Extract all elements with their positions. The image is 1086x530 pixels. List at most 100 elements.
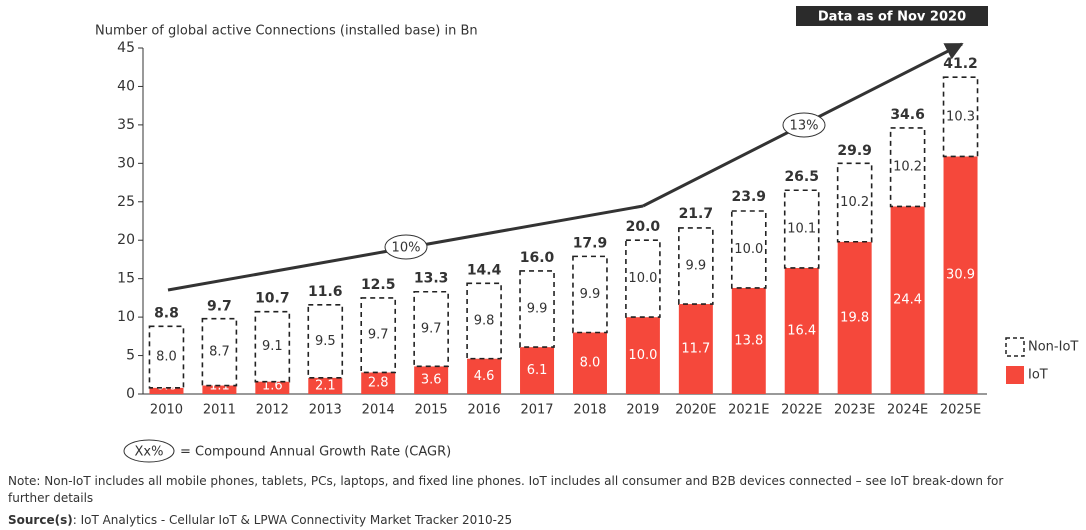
iot-label-bg	[310, 377, 341, 394]
total-label: 23.9	[732, 189, 767, 205]
x-tick-label: 2011	[203, 403, 236, 418]
non-iot-label-bg	[786, 220, 817, 239]
y-tick-label: 45	[117, 40, 135, 56]
iot-bar	[414, 366, 449, 394]
non-iot-label-bg	[257, 337, 288, 356]
non-iot-label-bg	[680, 256, 711, 275]
non-iot-label-bg	[469, 311, 500, 330]
legend-swatch	[1006, 366, 1024, 384]
legend-label: Non-IoT	[1028, 340, 1078, 355]
non-iot-label-bg	[363, 326, 394, 345]
non-iot-label: 10.1	[787, 222, 816, 237]
source-label: Source(s)	[8, 513, 73, 527]
y-tick-label: 20	[117, 232, 135, 248]
x-tick-label: 2014	[362, 403, 395, 418]
x-tick-label: 2017	[520, 403, 553, 418]
non-iot-label: 8.7	[209, 345, 230, 360]
total-label: 9.7	[207, 298, 232, 314]
x-tick-label: 2019	[626, 403, 659, 418]
non-iot-label-bg	[151, 348, 182, 367]
non-iot-label: 9.7	[368, 328, 389, 343]
non-iot-label: 9.9	[527, 302, 548, 317]
x-tick-label: 2022E	[781, 403, 822, 418]
axis-title: Number of global active Connections (ins…	[95, 24, 478, 39]
non-iot-label: 9.9	[686, 258, 707, 273]
non-iot-label: 9.5	[315, 334, 336, 349]
iot-label: 8.0	[580, 356, 601, 371]
non-iot-label-bg	[945, 107, 976, 126]
cagr-legend-ellipse	[123, 439, 175, 463]
legend-label: IoT	[1028, 368, 1048, 383]
badge: Data as of Nov 2020	[818, 10, 966, 25]
non-iot-label: 10.2	[840, 195, 869, 210]
iot-label: 19.8	[840, 310, 869, 325]
iot-bar	[890, 206, 925, 394]
total-label: 11.6	[308, 284, 343, 300]
iot-label: 24.4	[893, 293, 922, 308]
non-iot-label: 9.7	[421, 322, 442, 337]
total-label: 13.3	[414, 271, 449, 287]
non-iot-label: 10.3	[946, 109, 975, 124]
iot-label: 10.0	[628, 348, 657, 363]
iot-label: 16.4	[787, 323, 816, 338]
x-tick-label: 2012	[256, 403, 289, 418]
cagr-label: 10%	[392, 241, 421, 256]
non-iot-label-bg	[733, 240, 764, 259]
y-tick-label: 40	[117, 78, 135, 94]
iot-label: 13.8	[734, 333, 763, 348]
iot-label: 3.6	[421, 373, 442, 388]
non-iot-label-bg	[522, 300, 553, 319]
x-tick-label: 2013	[309, 403, 342, 418]
iot-bar	[467, 358, 502, 394]
iot-bar	[361, 372, 396, 394]
total-label: 14.4	[467, 262, 502, 278]
total-label: 16.0	[520, 250, 555, 266]
y-tick-label: 10	[117, 309, 135, 325]
iot-bar	[837, 241, 872, 394]
x-tick-label: 2018	[573, 403, 606, 418]
total-label: 20.0	[626, 219, 661, 235]
x-tick-label: 2025E	[940, 403, 981, 418]
non-iot-label-bg	[416, 320, 447, 339]
y-tick-label: 15	[117, 271, 135, 287]
iot-label: 2.8	[368, 376, 389, 391]
x-tick-label: 2015	[415, 403, 448, 418]
non-iot-label-bg	[204, 343, 235, 362]
badge-bg	[796, 6, 988, 26]
total-label: 21.7	[679, 206, 714, 222]
iot-label: 6.1	[527, 363, 548, 378]
chart: Data as of Nov 2020 Number of global act…	[95, 6, 1078, 463]
y-tick-label: 25	[117, 194, 135, 210]
iot-bar	[943, 156, 978, 394]
y-tick-label: 0	[126, 386, 135, 402]
total-label: 29.9	[837, 143, 872, 159]
total-label: 12.5	[361, 277, 396, 293]
x-tick-label: 2024E	[887, 403, 928, 418]
cagr-legend-symbol: Xx%	[135, 445, 164, 460]
iot-bar	[572, 332, 607, 394]
x-tick-label: 2010	[150, 403, 183, 418]
non-iot-label: 9.9	[580, 287, 601, 302]
note: Note: Non-IoT includes all mobile phones…	[8, 474, 1004, 505]
non-iot-label: 9.1	[262, 339, 283, 354]
total-label: 34.6	[890, 107, 925, 123]
iot-bar	[625, 317, 660, 394]
iot-label: 4.6	[474, 369, 495, 384]
x-tick-label: 2020E	[675, 403, 716, 418]
non-iot-label: 10.2	[893, 160, 922, 175]
y-tick-label: 30	[117, 155, 135, 171]
cagr-legend-text: = Compound Annual Growth Rate (CAGR)	[180, 445, 451, 460]
x-tick-label: 2023E	[834, 403, 875, 418]
total-label: 41.2	[943, 56, 978, 72]
x-tick-label: 2021E	[728, 403, 769, 418]
x-tick-label: 2016	[468, 403, 501, 418]
cagr-ellipse	[782, 112, 826, 138]
total-label: 10.7	[255, 291, 290, 307]
non-iot-label-bg	[627, 269, 658, 288]
non-iot-label-bg	[892, 158, 923, 177]
cagr-label: 13%	[790, 119, 819, 134]
iot-label: 11.7	[681, 342, 710, 357]
y-tick-label: 5	[126, 348, 135, 364]
source: Source(s): IoT Analytics - Cellular IoT …	[8, 512, 1008, 529]
